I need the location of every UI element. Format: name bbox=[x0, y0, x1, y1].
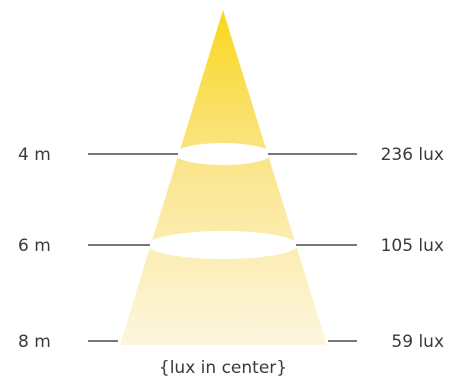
light-spot-4m bbox=[175, 143, 271, 165]
distance-label-8m: 8 m bbox=[18, 332, 51, 352]
distance-label-4m: 4 m bbox=[18, 145, 51, 165]
light-cone bbox=[120, 10, 327, 345]
caption: {lux in center} bbox=[159, 358, 287, 378]
lux-label-6m: 105 lux bbox=[381, 236, 444, 256]
lux-label-8m: 59 lux bbox=[391, 332, 444, 352]
light-spot-6m bbox=[148, 231, 298, 259]
distance-label-6m: 6 m bbox=[18, 236, 51, 256]
lux-label-4m: 236 lux bbox=[381, 145, 444, 165]
